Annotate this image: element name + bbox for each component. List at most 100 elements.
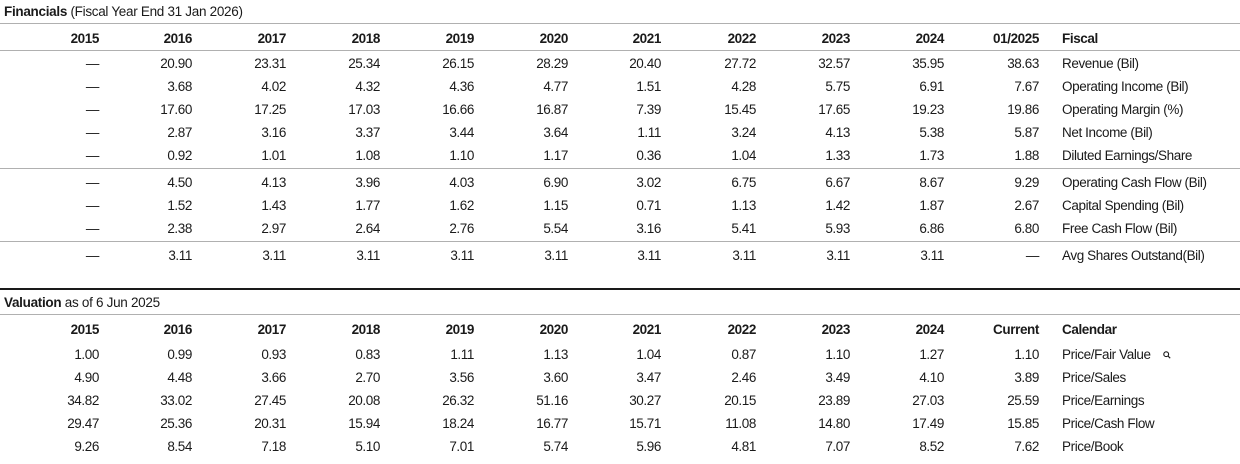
table-row: 1.00 0.99 0.93 0.83 1.11 1.13 1.04 0.87 1.10 1.27… (0, 343, 1240, 366)
search-icon[interactable] (1163, 351, 1171, 359)
table-cell: 9.29 (1014, 175, 1039, 190)
table-cell: 1.77 (355, 198, 380, 213)
table-cell: 1.13 (543, 347, 568, 362)
table-cell: 27.03 (912, 393, 944, 408)
table-cell: 3.68 (167, 79, 192, 94)
table-cell: 2.70 (355, 370, 380, 385)
row-label: Price/Earnings (1062, 393, 1145, 408)
table-cell: 17.03 (348, 102, 380, 117)
column-header: 2021 (632, 31, 662, 46)
table-cell: 1.10 (449, 148, 474, 163)
table-cell: 3.11 (356, 248, 380, 263)
valuation-subtitle: as of 6 Jun 2025 (64, 295, 160, 310)
table-cell: 1.08 (355, 148, 380, 163)
table-cell: 4.32 (355, 79, 380, 94)
table-cell: 20.40 (629, 56, 661, 71)
table-row: — 2.38 2.97 2.64 2.76 5.54 3.16 5.41 5.93 6.86 6.8… (0, 217, 1240, 240)
table-cell: 5.41 (731, 221, 756, 236)
table-cell: 1.27 (919, 347, 944, 362)
label-column-header: Fiscal (1062, 31, 1098, 46)
table-cell: 3.49 (825, 370, 850, 385)
table-cell: 6.80 (1014, 221, 1039, 236)
table-cell: 28.29 (536, 56, 568, 71)
column-header: 01/2025 (993, 31, 1039, 46)
table-row: — 20.90 23.31 25.34 26.15 28.29 20.40 27.72 32.5… (0, 52, 1240, 75)
table-cell: 20.90 (160, 56, 192, 71)
financials-subtitle: (Fiscal Year End 31 Jan 2026) (70, 4, 243, 19)
table-cell: 2.46 (731, 370, 756, 385)
table-cell: — (85, 248, 100, 263)
table-cell: — (1025, 248, 1040, 263)
table-row: — 4.50 4.13 3.96 4.03 6.90 3.02 6.75 6.67 8.67 9.2… (0, 171, 1240, 194)
row-label: Operating Margin (%) (1062, 102, 1184, 117)
table-cell: 1.04 (636, 347, 661, 362)
table-cell: 4.13 (261, 175, 286, 190)
table-row: — 1.52 1.43 1.77 1.62 1.15 0.71 1.13 1.42 1.87 2.6… (0, 194, 1240, 217)
table-cell: 32.57 (818, 56, 850, 71)
table-cell: 3.16 (636, 221, 661, 236)
table-cell: 5.54 (543, 221, 568, 236)
column-header: 2016 (163, 31, 193, 46)
row-label: Price/Book (1062, 439, 1124, 454)
table-cell: 6.86 (919, 221, 944, 236)
table-cell: 3.11 (637, 248, 661, 263)
table-cell: 0.71 (636, 198, 661, 213)
table-cell: 20.08 (348, 393, 380, 408)
table-cell: — (85, 148, 100, 163)
label-column-header: Calendar (1062, 322, 1117, 337)
table-cell: 3.24 (731, 125, 756, 140)
table-cell: 17.60 (160, 102, 192, 117)
table-cell: 1.51 (636, 79, 661, 94)
table-cell: 1.01 (261, 148, 286, 163)
table-row: — 2.87 3.16 3.37 3.44 3.64 1.11 3.24 4.13 5.38 5.8… (0, 121, 1240, 144)
row-label: Net Income (Bil) (1062, 125, 1153, 140)
table-cell: 6.75 (731, 175, 756, 190)
table-cell: 3.47 (636, 370, 661, 385)
table-cell: 5.38 (919, 125, 944, 140)
table-cell: 4.36 (449, 79, 474, 94)
table-cell: 1.00 (74, 347, 99, 362)
row-label: Price/Cash Flow (1062, 416, 1155, 431)
table-cell: 3.11 (920, 248, 944, 263)
financials-heading: Financials (4, 4, 68, 19)
table-cell: 2.67 (1014, 198, 1039, 213)
row-label: Operating Cash Flow (Bil) (1062, 175, 1207, 190)
table-cell: 30.27 (629, 393, 661, 408)
divider (0, 168, 1240, 169)
table-row: — 17.60 17.25 17.03 16.66 16.87 7.39 15.45 17.65… (0, 98, 1240, 121)
table-cell: 3.11 (732, 248, 756, 263)
table-cell: 3.11 (826, 248, 850, 263)
table-cell: 20.31 (254, 416, 286, 431)
table-cell: 25.34 (348, 56, 380, 71)
column-header: 2022 (727, 31, 757, 46)
table-cell: 3.02 (636, 175, 661, 190)
table-cell: 1.33 (825, 148, 850, 163)
column-header: 2016 (163, 322, 193, 337)
table-cell: 15.94 (348, 416, 380, 431)
table-row: 34.82 33.02 27.45 20.08 26.32 51.16 30.27 20.15… (0, 389, 1240, 412)
table-cell: 7.62 (1014, 439, 1039, 454)
table-cell: — (85, 56, 100, 71)
table-cell: 4.28 (731, 79, 756, 94)
table-cell: 8.54 (167, 439, 192, 454)
divider (0, 241, 1240, 242)
table-cell: 35.95 (912, 56, 944, 71)
table-cell: 0.93 (261, 347, 286, 362)
row-label: Diluted Earnings/Share (1062, 148, 1193, 163)
divider (0, 23, 1240, 24)
column-header: 2019 (445, 322, 475, 337)
header-row: 2015 2016 2017 2018 2019 2020 2021 2022 2023 2024… (0, 27, 1240, 50)
table-cell: 33.02 (160, 393, 192, 408)
table-cell: 8.67 (919, 175, 944, 190)
table-row: 4.90 4.48 3.66 2.70 3.56 3.60 3.47 2.46 3.49 4.10… (0, 366, 1240, 389)
table-cell: 15.85 (1007, 416, 1039, 431)
column-header: 2015 (70, 31, 100, 46)
column-header: 2015 (70, 322, 100, 337)
table-cell: 15.71 (629, 416, 661, 431)
column-header: Current (993, 322, 1039, 337)
table-cell: 3.16 (261, 125, 286, 140)
table-cell: 6.67 (825, 175, 850, 190)
table-cell: 0.92 (167, 148, 192, 163)
table-cell: 4.81 (731, 439, 756, 454)
column-header: 2020 (539, 31, 569, 46)
